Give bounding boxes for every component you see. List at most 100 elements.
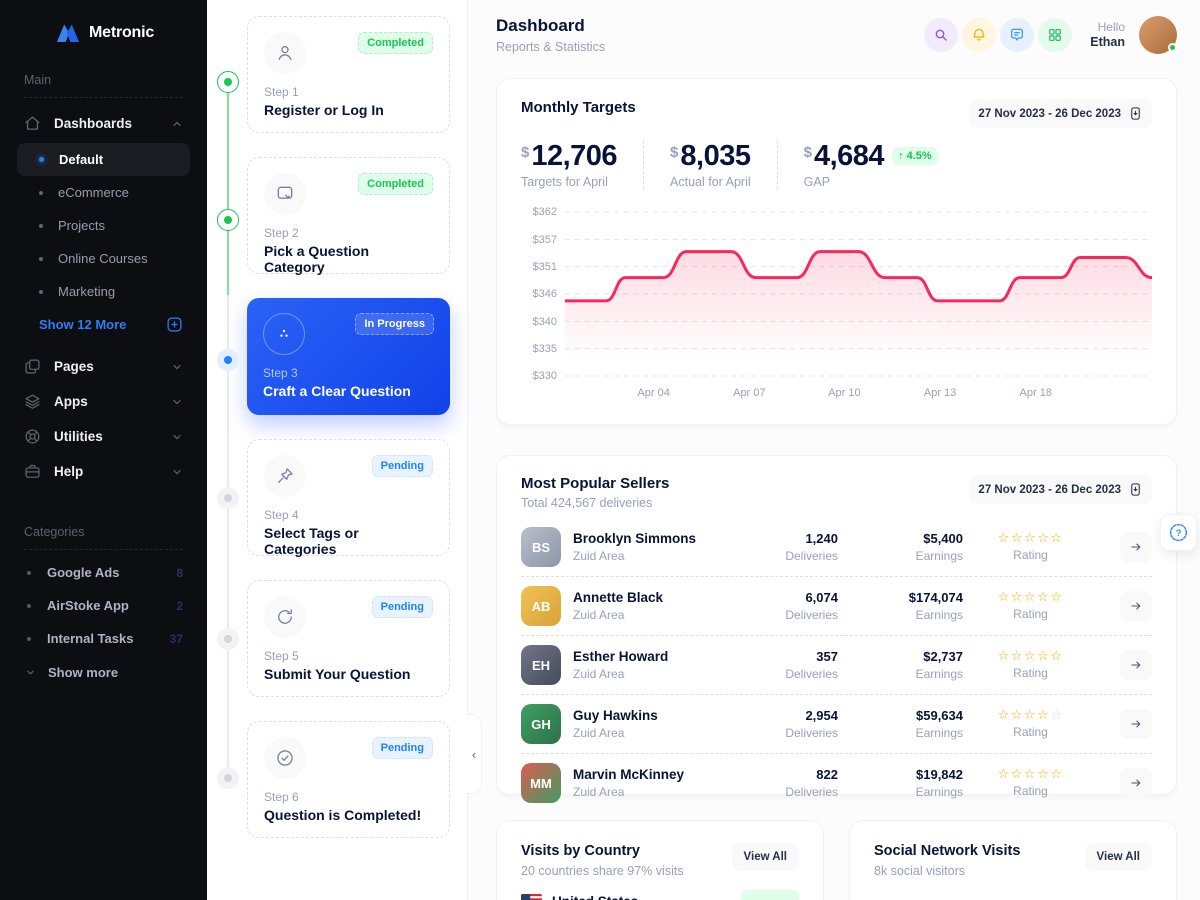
category-label: Internal Tasks	[47, 631, 134, 646]
deliveries-label: Deliveries	[785, 667, 838, 681]
page-subtitle: Reports & Statistics	[496, 40, 606, 54]
chevron-down-icon	[27, 670, 34, 675]
step-card-3-current[interactable]: In Progress Step 3 Craft a Clear Questio…	[247, 298, 450, 415]
sidebar-item-default[interactable]: Default	[17, 143, 190, 176]
step-number: Step 3	[263, 366, 298, 380]
step-title: Register or Log In	[264, 102, 384, 118]
earnings-label: Earnings	[915, 785, 963, 799]
step-card-1[interactable]: Completed Step 1 Register or Log In	[247, 16, 450, 133]
seller-name[interactable]: Marvin McKinney	[573, 767, 685, 782]
step-card-6[interactable]: Pending Step 6 Question is Completed!	[247, 721, 450, 838]
app-logo[interactable]: Metronic	[0, 0, 207, 43]
star-filled-icon: ☆	[1037, 649, 1051, 664]
topbar: Dashboard Reports & Statistics Hello Eth…	[496, 0, 1177, 70]
status-badge: Completed	[358, 32, 433, 54]
step-title: Pick a Question Category	[264, 243, 370, 275]
seller-area: Zuid Area	[573, 785, 625, 799]
status-badge: Pending	[371, 455, 433, 477]
currency-prefix: $	[521, 144, 530, 161]
date-range-picker[interactable]: 27 Nov 2023 - 26 Dec 2023	[969, 99, 1152, 128]
panel-collapse-handle[interactable]: ‹	[466, 714, 482, 794]
categories-show-more[interactable]: Show more	[0, 655, 207, 689]
earnings-value: $19,842	[916, 767, 963, 782]
sidebar-item-help[interactable]: Help	[0, 454, 207, 489]
country-name: United States	[552, 894, 638, 900]
y-tick-label: $340	[532, 315, 557, 328]
seller-details-button[interactable]	[1120, 591, 1152, 621]
notifications-button[interactable]	[962, 18, 997, 52]
page-title: Dashboard	[496, 16, 585, 35]
sidebar-item-label: Default	[59, 152, 104, 167]
sidebar-item-pages[interactable]: Pages	[0, 349, 207, 384]
star-filled-icon: ☆	[1050, 531, 1064, 546]
visits-by-country-card: Visits by Country 20 countries share 97%…	[496, 820, 824, 900]
user-avatar[interactable]	[1139, 16, 1177, 54]
seller-details-button[interactable]	[1120, 709, 1152, 739]
sidebar-item-marketing[interactable]: Marketing	[17, 275, 190, 308]
step-card-2[interactable]: Completed Step 2 Pick a Question Categor…	[247, 157, 450, 275]
user-name: Ethan	[1090, 34, 1125, 49]
step-card-5[interactable]: Pending Step 5 Submit Your Question	[247, 580, 450, 697]
step-number: Step 2	[264, 226, 299, 240]
search-button[interactable]	[924, 18, 959, 52]
sidebar-item-dashboards[interactable]: Dashboards	[0, 106, 207, 141]
seller-details-button[interactable]	[1120, 532, 1152, 562]
chart-x-axis: Apr 04 Apr 07 Apr 10 Apr 13 Apr 18	[565, 379, 1152, 401]
category-count-badge: 8	[176, 565, 183, 580]
seller-name[interactable]: Esther Howard	[573, 649, 669, 664]
step-number: Step 1	[264, 85, 299, 99]
sidebar-item-projects[interactable]: Projects	[17, 209, 190, 242]
x-tick-label: Apr 04	[637, 387, 670, 400]
seller-name[interactable]: Guy Hawkins	[573, 708, 658, 723]
social-network-visits-card: Social Network Visits 8k social visitors…	[849, 820, 1177, 900]
star-filled-icon: ☆	[1050, 767, 1064, 782]
seller-area: Zuid Area	[573, 549, 625, 563]
timeline-dot-step5	[217, 628, 239, 650]
show-12-more-link[interactable]: Show 12 More	[0, 308, 207, 341]
category-label: Google Ads	[47, 565, 120, 580]
messages-button[interactable]	[1000, 18, 1035, 52]
seller-name[interactable]: Annette Black	[573, 590, 664, 605]
help-floating-button[interactable]: ?	[1160, 514, 1197, 551]
y-tick-label: $362	[532, 206, 557, 219]
sidebar-item-apps[interactable]: Apps	[0, 384, 207, 419]
y-tick-label: $335	[532, 343, 557, 356]
rating-stars: ☆☆☆☆☆	[963, 591, 1098, 604]
seller-name[interactable]: Brooklyn Simmons	[573, 531, 697, 546]
sidebar-item-ecommerce[interactable]: eCommerce	[17, 176, 190, 209]
avatar: BS	[521, 527, 561, 567]
apps-grid-button[interactable]	[1038, 18, 1073, 52]
chevron-down-icon	[173, 469, 181, 474]
view-all-button[interactable]: View All	[731, 843, 799, 871]
step-title: Craft a Clear Question	[263, 383, 411, 399]
avatar: GH	[521, 704, 561, 744]
table-row: MM Marvin McKinney Zuid Area 822 Deliveri…	[521, 753, 1152, 812]
seller-details-button[interactable]	[1120, 650, 1152, 680]
date-range-picker[interactable]: 27 Nov 2023 - 26 Dec 2023	[969, 475, 1152, 504]
avatar: AB	[521, 586, 561, 626]
x-tick-label: Apr 10	[828, 387, 861, 400]
sidebar-item-google-ads[interactable]: Google Ads 8	[0, 556, 207, 589]
step-title: Select Tags or Categories	[264, 525, 359, 557]
earnings-label: Earnings	[915, 726, 963, 740]
seller-area: Zuid Area	[573, 726, 625, 740]
metronic-logo-icon	[57, 24, 79, 42]
earnings-value: $174,074	[908, 590, 963, 605]
sidebar-item-online-courses[interactable]: Online Courses	[17, 242, 190, 275]
sidebar-item-internal-tasks[interactable]: Internal Tasks 37	[0, 622, 207, 655]
arrow-right-icon	[1131, 720, 1141, 728]
chevron-up-icon	[173, 121, 181, 126]
sidebar-item-utilities[interactable]: Utilities	[0, 419, 207, 454]
category-label: AirStoke App	[47, 598, 129, 613]
view-all-button[interactable]: View All	[1084, 843, 1152, 871]
step-card-4[interactable]: Pending Step 4 Select Tags or Categories	[247, 439, 450, 557]
sidebar-item-airstoke-app[interactable]: AirStoke App 2	[0, 589, 207, 622]
earnings-value: $5,400	[923, 531, 963, 546]
rating-label: Rating	[1013, 784, 1048, 798]
seller-details-button[interactable]	[1120, 768, 1152, 798]
sidebar-item-label: Apps	[54, 394, 88, 409]
grid-icon	[1049, 29, 1062, 41]
category-count-badge: 37	[169, 631, 183, 646]
deliveries-value: 822	[816, 767, 838, 782]
star-filled-icon: ☆	[1023, 649, 1038, 664]
